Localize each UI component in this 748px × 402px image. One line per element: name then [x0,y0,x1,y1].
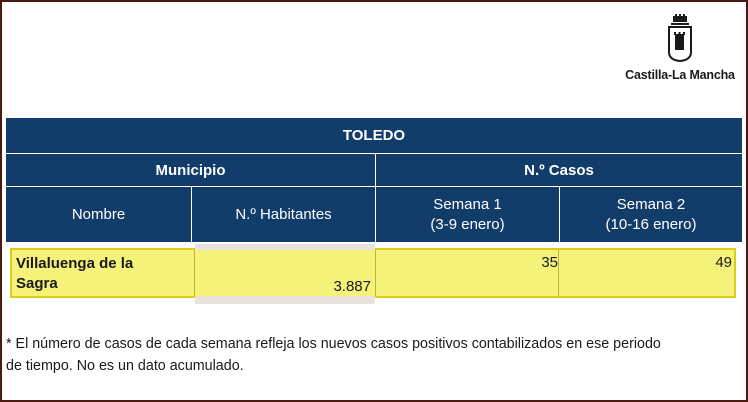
table-row: Villaluenga de la Sagra 3.887 35 49 [10,244,736,304]
header-divider [191,187,192,242]
col-semana1: Semana 1 (3-9 enero) [376,187,559,242]
header-divider [375,187,376,242]
cell-divider [558,250,559,296]
footnote-line1: * El número de casos de cada semana refl… [6,336,661,352]
table-header-columns: Nombre N.º Habitantes Semana 1 (3-9 ener… [6,187,742,242]
col-semana2: Semana 2 (10-16 enero) [560,187,742,242]
habitantes-value: 3.887 [333,278,371,295]
municipio-name-line1: Villaluenga de la [16,255,134,272]
logo: Castilla-La Mancha [620,14,740,82]
group-casos: N.º Casos [524,161,594,179]
col-habitantes: N.º Habitantes [235,205,332,223]
semana1-value: 35 [541,254,558,271]
municipio-name-line2: Sagra [16,275,58,292]
cell-divider [194,250,195,296]
group-municipio: Municipio [155,161,226,179]
header-divider [559,187,560,242]
province-title: TOLEDO [342,127,406,144]
col-semana1-range: (3-9 enero) [430,215,505,233]
table-header-province: TOLEDO [6,118,742,153]
col-semana2-range: (10-16 enero) [605,215,697,233]
table-header-groups: Municipio N.º Casos [6,154,742,186]
col-semana2-title: Semana 2 [616,195,686,213]
municipio-name: Villaluenga de la Sagra [16,250,191,296]
semana2-value: 49 [715,254,732,271]
logo-text: Castilla-La Mancha [625,68,735,82]
header-divider [375,154,376,186]
footnote-line2: de tiempo. No es un dato acumulado. [6,358,244,374]
footnote: * El número de casos de cada semana refl… [6,333,741,377]
cell-divider [375,250,376,296]
col-nombre: Nombre [71,205,126,223]
castilla-la-mancha-emblem-icon [668,14,692,62]
col-semana1-title: Semana 1 [433,195,502,213]
habitantes-cell-bg [195,250,375,296]
